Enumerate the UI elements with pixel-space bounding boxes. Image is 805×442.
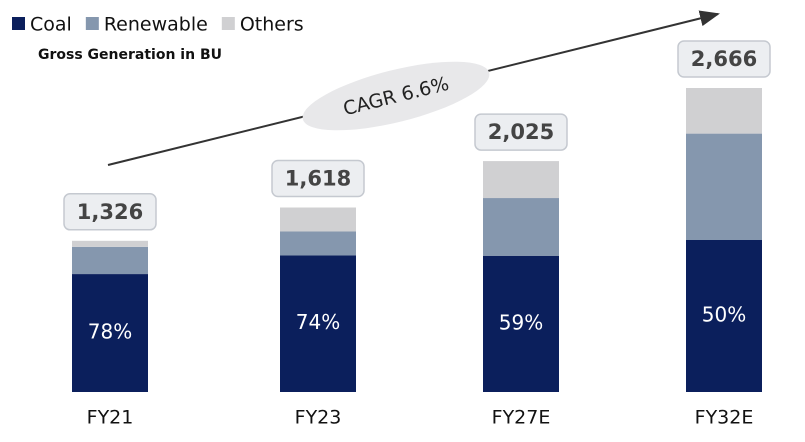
chart-subtitle: Gross Generation in BU <box>38 47 222 63</box>
cagr-bubble: CAGR 6.6% <box>302 61 490 131</box>
segment-label: 78% <box>88 320 132 344</box>
bar-segment <box>686 240 762 392</box>
legend-swatch <box>12 17 25 30</box>
segment-label: 59% <box>499 310 543 334</box>
total-box <box>63 193 157 231</box>
total-label: 1,326 <box>77 200 143 224</box>
total-label: 2,666 <box>691 47 757 71</box>
bar-segment <box>686 88 762 134</box>
bar-segment <box>72 240 148 247</box>
x-tick-label: FY32E <box>695 407 754 429</box>
legend-label: Coal <box>30 14 72 36</box>
legend-label: Others <box>240 14 304 36</box>
bar-segment <box>686 133 762 240</box>
x-tick-label: FY21 <box>87 407 134 429</box>
bar-segment <box>483 255 559 392</box>
bar-segment <box>72 274 148 392</box>
segment-label: 74% <box>296 310 340 334</box>
total-label: 2,025 <box>488 120 554 144</box>
total-label: 1,618 <box>285 167 351 191</box>
bar-segment <box>483 198 559 256</box>
bar-segment <box>72 246 148 275</box>
legend-label: Renewable <box>104 14 208 36</box>
x-tick-label: FY23 <box>295 407 342 429</box>
bar-segment <box>280 231 356 256</box>
total-box <box>474 113 568 151</box>
segment-label: 50% <box>702 303 746 327</box>
legend-swatch <box>221 17 235 30</box>
x-tick-label: FY27E <box>492 407 551 429</box>
bar-segment <box>280 207 356 232</box>
legend-swatch <box>85 17 99 30</box>
bar-segment <box>280 255 356 392</box>
bar-segment <box>483 161 559 199</box>
total-box <box>271 159 365 198</box>
total-box <box>677 40 771 78</box>
cagr-ellipse <box>302 61 490 131</box>
